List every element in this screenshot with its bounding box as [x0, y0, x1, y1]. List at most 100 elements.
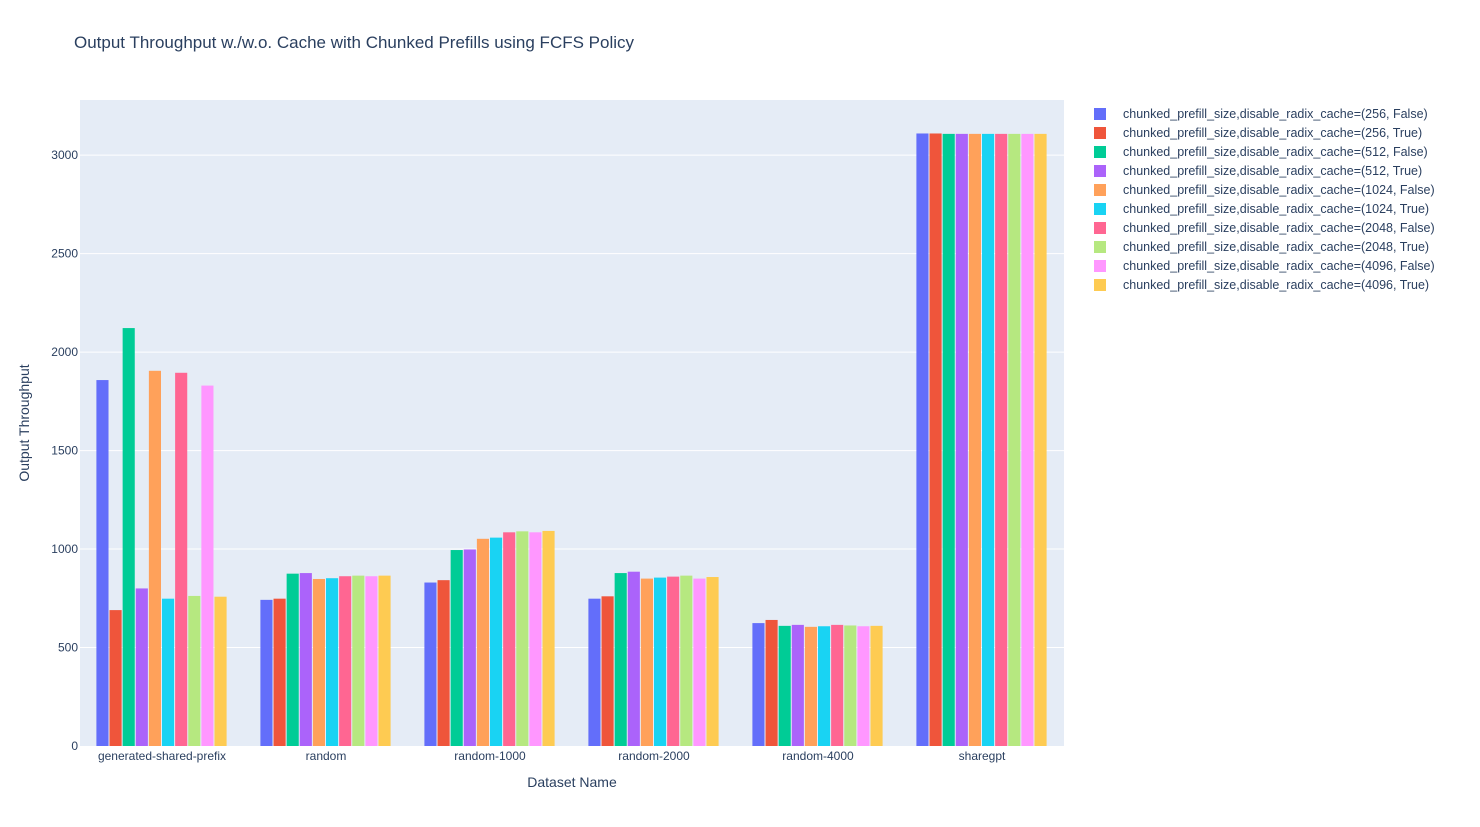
legend-item[interactable]: chunked_prefill_size,disable_radix_cache… [1094, 123, 1435, 142]
bar [450, 550, 463, 746]
legend-swatch [1094, 107, 1106, 120]
bar [588, 598, 601, 746]
bar [804, 626, 817, 746]
y-tick-label: 1500 [51, 444, 78, 458]
bar [490, 537, 503, 746]
bar [916, 133, 929, 747]
x-tick-label: random-2000 [618, 749, 690, 763]
legend-item[interactable]: chunked_prefill_size,disable_radix_cache… [1094, 161, 1435, 180]
bar [1008, 133, 1021, 746]
bar [286, 573, 299, 746]
legend-item[interactable]: chunked_prefill_size,disable_radix_cache… [1094, 275, 1435, 294]
bar [968, 133, 981, 746]
bar [831, 624, 844, 746]
legend-swatch [1094, 221, 1106, 234]
bar [752, 623, 765, 746]
bar [857, 626, 870, 746]
y-tick-label: 500 [58, 641, 78, 655]
bar [148, 370, 161, 746]
legend-swatch [1094, 126, 1106, 139]
bar [378, 575, 391, 746]
bar [463, 549, 476, 746]
bar [162, 598, 175, 746]
bar [476, 538, 489, 746]
bar [542, 530, 555, 746]
legend-label: chunked_prefill_size,disable_radix_cache… [1123, 239, 1430, 254]
bar [529, 532, 542, 746]
bar [214, 596, 227, 746]
legend-swatch [1094, 145, 1106, 158]
bar [299, 573, 312, 746]
bar [273, 598, 286, 746]
bar [352, 575, 365, 746]
legend-item[interactable]: chunked_prefill_size,disable_radix_cache… [1094, 256, 1435, 275]
bar [995, 133, 1008, 746]
bar [175, 372, 188, 746]
bar [765, 619, 778, 746]
legend[interactable]: chunked_prefill_size,disable_radix_cache… [1094, 104, 1435, 294]
x-tick-label: generated-shared-prefix [98, 749, 226, 763]
y-tick-label: 0 [71, 739, 78, 753]
bar [96, 380, 109, 746]
plot-svg: 0 500 1000 1500 2000 2500 3000 generated-shared… [16, 100, 1064, 790]
bar [654, 577, 667, 746]
y-tick-label: 2000 [51, 345, 78, 359]
bar [1021, 133, 1034, 746]
bar [365, 576, 378, 746]
bar [503, 532, 516, 746]
x-tick-label: random [306, 749, 347, 763]
legend-swatch [1094, 240, 1106, 253]
legend-label: chunked_prefill_size,disable_radix_cache… [1123, 277, 1430, 292]
legend-label: chunked_prefill_size,disable_radix_cache… [1123, 125, 1423, 140]
x-tick-label: sharegpt [959, 749, 1006, 763]
bar [339, 576, 352, 746]
x-tick-label: random-1000 [454, 749, 526, 763]
bar [818, 626, 831, 746]
bar [791, 624, 804, 746]
x-tick-label: random-4000 [782, 749, 854, 763]
legend-item[interactable]: chunked_prefill_size,disable_radix_cache… [1094, 218, 1435, 237]
legend-item[interactable]: chunked_prefill_size,disable_radix_cache… [1094, 237, 1435, 256]
legend-label: chunked_prefill_size,disable_radix_cache… [1123, 163, 1423, 178]
legend-item[interactable]: chunked_prefill_size,disable_radix_cache… [1094, 199, 1435, 218]
legend-item[interactable]: chunked_prefill_size,disable_radix_cache… [1094, 142, 1435, 161]
bar [201, 385, 214, 746]
bar [312, 578, 325, 746]
bar [844, 625, 857, 746]
x-axis-label: Dataset Name [527, 774, 617, 790]
bar [870, 625, 883, 746]
legend-label: chunked_prefill_size,disable_radix_cache… [1123, 220, 1435, 235]
bar [929, 133, 942, 747]
bar [778, 625, 791, 746]
bar [122, 328, 135, 746]
legend-swatch [1094, 259, 1106, 272]
legend-label: chunked_prefill_size,disable_radix_cache… [1123, 258, 1435, 273]
y-tick-label: 3000 [51, 148, 78, 162]
bar [627, 571, 640, 746]
bar [693, 578, 706, 746]
legend-swatch [1094, 278, 1106, 291]
legend-label: chunked_prefill_size,disable_radix_cache… [1123, 144, 1428, 159]
legend-item[interactable]: chunked_prefill_size,disable_radix_cache… [1094, 180, 1435, 199]
legend-label: chunked_prefill_size,disable_radix_cache… [1123, 106, 1428, 121]
bar [955, 133, 968, 746]
legend-swatch [1094, 183, 1106, 196]
bar [424, 582, 437, 746]
y-axis-label: Output Throughput [16, 364, 32, 481]
bar [516, 531, 529, 746]
chart-title: Output Throughput w./w.o. Cache with Chu… [74, 33, 635, 52]
bar [667, 576, 680, 746]
legend-label: chunked_prefill_size,disable_radix_cache… [1123, 182, 1435, 197]
legend-label: chunked_prefill_size,disable_radix_cache… [1123, 201, 1430, 216]
bar [326, 578, 339, 746]
legend-item[interactable]: chunked_prefill_size,disable_radix_cache… [1094, 104, 1435, 123]
bar [437, 580, 450, 746]
bar [640, 578, 653, 746]
bar [260, 599, 273, 746]
plot-background [80, 100, 1064, 746]
bar [614, 573, 627, 746]
bar [109, 610, 122, 746]
bar [135, 588, 148, 746]
bar [942, 133, 955, 746]
